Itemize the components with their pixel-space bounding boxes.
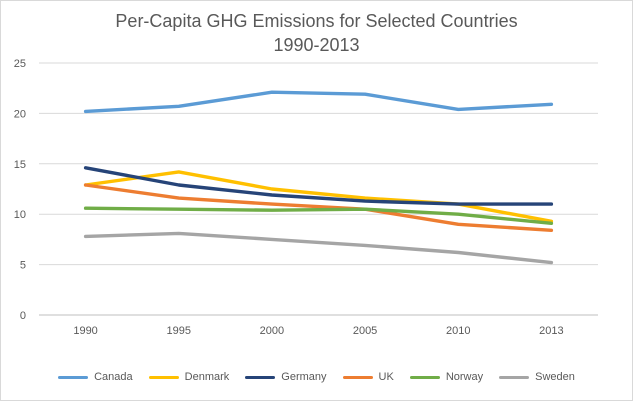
- y-tick-label: 20: [14, 108, 26, 120]
- legend-swatch: [342, 375, 373, 379]
- y-tick-label: 25: [14, 58, 26, 70]
- legend-label: Norway: [445, 371, 484, 383]
- legend-item-norway: Norway: [409, 371, 484, 383]
- chart-subtitle: 1990-2013: [273, 35, 360, 55]
- legend-label: UK: [378, 371, 394, 383]
- x-tick-label: 2013: [539, 325, 563, 337]
- legend-label: Sweden: [535, 371, 575, 383]
- series-line-canada: [83, 90, 554, 114]
- legend-item-sweden: Sweden: [499, 371, 575, 383]
- series-line-germany: [83, 166, 554, 206]
- x-tick-label: 2000: [260, 325, 284, 337]
- chart-title: Per-Capita GHG Emissions for Selected Co…: [115, 11, 518, 31]
- legend-item-germany: Germany: [245, 371, 327, 383]
- legend-item-canada: Canada: [58, 371, 133, 383]
- legend-item-denmark: Denmark: [148, 371, 230, 383]
- series-lines: [83, 90, 554, 265]
- series-line-norway: [83, 206, 554, 226]
- legend-swatch: [58, 375, 89, 379]
- x-tick-label: 1995: [167, 325, 191, 337]
- legend-swatch: [499, 375, 530, 379]
- chart-title-block: Per-Capita GHG Emissions for Selected Co…: [1, 9, 632, 57]
- series-line-denmark: [83, 170, 554, 224]
- x-axis: 1990 1995 2000 2005 2010 2013: [73, 325, 563, 337]
- y-tick-label: 10: [14, 209, 26, 221]
- legend-swatch: [148, 375, 179, 379]
- series-line-uk: [83, 183, 554, 233]
- y-axis: 0 5 10 15 20 25: [14, 58, 26, 322]
- legend-label: Germany: [281, 371, 327, 383]
- legend-swatch: [409, 375, 440, 379]
- series-line-sweden: [83, 231, 554, 265]
- legend: Canada Denmark Germany UK Norway Sweden: [1, 371, 632, 383]
- y-tick-label: 5: [20, 260, 26, 272]
- legend-label: Canada: [94, 371, 133, 383]
- y-tick-label: 15: [14, 159, 26, 171]
- legend-swatch: [245, 375, 276, 379]
- legend-label: Denmark: [184, 371, 230, 383]
- x-tick-label: 2010: [446, 325, 470, 337]
- legend-item-uk: UK: [342, 371, 394, 383]
- x-tick-label: 2005: [353, 325, 377, 337]
- y-tick-label: 0: [20, 310, 26, 322]
- x-tick-label: 1990: [73, 325, 97, 337]
